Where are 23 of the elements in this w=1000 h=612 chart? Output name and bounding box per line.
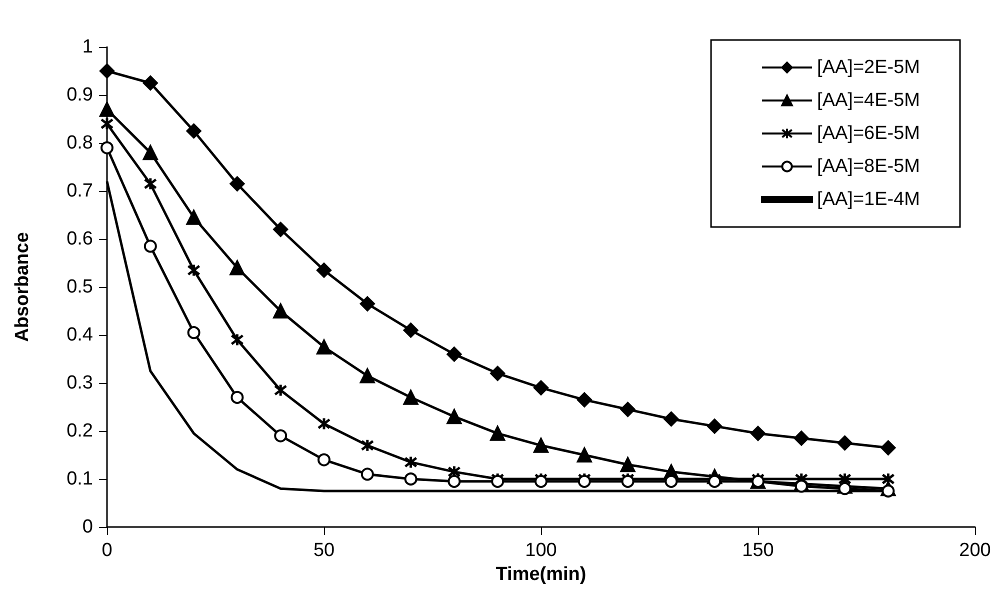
x-tick-label: 50	[313, 540, 335, 561]
legend-label: [AA]=4E-5M	[817, 90, 920, 111]
y-tick-label: 0.7	[66, 180, 93, 202]
legend-label: [AA]=2E-5M	[817, 57, 920, 78]
y-tick-label: 0.1	[66, 468, 93, 490]
y-tick-label: 0.4	[66, 324, 94, 346]
legend-label: [AA]=1E-4M	[817, 189, 920, 210]
y-axis-title: Absorbance	[12, 232, 33, 342]
y-tick-label: 0	[82, 516, 93, 538]
y-tick-label: 0.8	[66, 132, 93, 154]
y-tick-label: 0.2	[66, 420, 93, 442]
y-tick-label: 0.6	[66, 228, 93, 250]
legend-label: [AA]=6E-5M	[817, 123, 920, 144]
legend-label: [AA]=8E-5M	[817, 156, 920, 177]
x-axis-title: Time(min)	[496, 564, 586, 585]
x-tick-label: 200	[959, 540, 991, 561]
y-tick-label: 1	[82, 36, 93, 58]
x-tick-label: 100	[525, 540, 557, 561]
x-tick-label: 0	[102, 540, 112, 561]
y-tick-label: 0.3	[66, 372, 93, 394]
y-tick-label: 0.5	[66, 276, 93, 298]
y-tick-label: 0.9	[66, 84, 93, 106]
x-tick-label: 150	[742, 540, 774, 561]
